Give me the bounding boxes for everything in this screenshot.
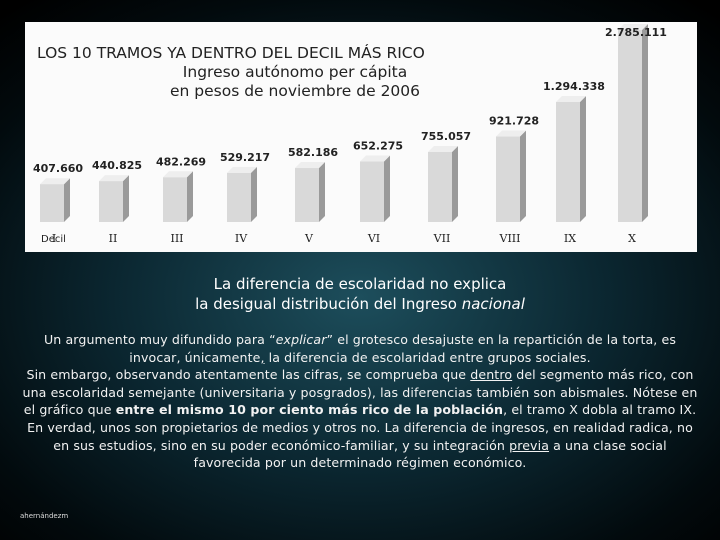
bar-top-VIII (496, 130, 526, 137)
p1-italic: explicar (275, 332, 327, 347)
p3-underlined-word: previa (509, 437, 550, 453)
p1-text-c: ” el grotesco desajuste en la repartició… (129, 332, 677, 365)
bar-top-IX (556, 96, 586, 102)
bar-side-IX (580, 96, 586, 222)
tick-label-VIII: VIII (499, 232, 521, 245)
bar-side-VIII (520, 130, 526, 222)
p2-text-a: Sin embargo, observando atentamente las … (26, 367, 471, 383)
chart-title: LOS 10 TRAMOS YA DENTRO DEL DECIL MÁS RI… (37, 44, 425, 62)
value-label-VII: 755.057 (421, 130, 471, 143)
value-label-IX: 1.294.338 (543, 80, 605, 93)
p3-text-a: En verdad, unos son propietarios de medi… (27, 419, 693, 453)
chart-subtitle-line-2: en pesos de noviembre de 2006 (169, 82, 421, 100)
p2-underlined-word: dentro (470, 367, 513, 383)
bar-VI (360, 161, 384, 222)
chart-panel: 407.660 I 440.825 II 482.269 III 529.217 IV 582.… (25, 22, 697, 252)
bar-side-IV (251, 166, 257, 222)
tick-label-III: III (170, 232, 183, 245)
value-label-III: 482.269 (156, 155, 206, 168)
tick-label-VI: VI (367, 232, 380, 245)
value-label-II: 440.825 (92, 159, 142, 172)
value-label-X: 2.785.111 (605, 26, 667, 39)
slide-heading: La diferencia de escolaridad no explica … (40, 274, 680, 314)
bar-IX (556, 102, 580, 222)
bar-top-V (295, 162, 325, 169)
value-label-VI: 652.275 (353, 140, 403, 153)
paragraph-1: Un argumento muy difundido para “explica… (20, 331, 700, 366)
paragraph-2: Sin embargo, observando atentamente las … (20, 366, 700, 419)
value-label-IV: 529.217 (220, 151, 270, 164)
bar-side-V (319, 162, 325, 222)
bar-VII (428, 151, 452, 222)
bar-side-III (187, 171, 193, 222)
heading-italic-word: nacional (461, 295, 525, 313)
value-label-I: 407.660 (33, 162, 83, 175)
bar-III (163, 177, 187, 222)
bar-top-III (163, 171, 193, 178)
bar-side-VI (384, 155, 390, 222)
p3-text-c: a una clase social favorecida por un det… (193, 437, 667, 471)
bar-chart: 407.660 I 440.825 II 482.269 III 529.217 IV 582.… (33, 24, 667, 245)
author-credit: ahernándezm (20, 512, 69, 520)
value-label-VIII: 921.728 (489, 115, 539, 128)
slide-heading-line-2: la desigual distribución del Ingreso nac… (40, 294, 680, 314)
p1-underlined-comma: , (260, 349, 265, 365)
p1-text-a: Un argumento muy difundido para “ (43, 332, 276, 347)
tick-label-IV: IV (235, 232, 248, 245)
x-axis-label: Decil (41, 234, 66, 245)
bar-side-II (123, 175, 129, 222)
chart-title-block: LOS 10 TRAMOS YA DENTRO DEL DECIL MÁS RI… (35, 44, 515, 101)
tick-label-IX: IX (564, 232, 576, 245)
heading-line-2-text: la desigual distribución del Ingreso (195, 295, 462, 313)
tick-label-X: X (628, 232, 636, 245)
bar-II (99, 181, 123, 222)
bar-side-I (64, 178, 70, 222)
p2-emphasis: entre el mismo 10 por ciento más rico de… (115, 402, 504, 418)
bar-top-IV (227, 166, 257, 173)
p2-text-e: , el tramo X dobla al tramo IX. (503, 402, 697, 418)
tick-label-I: I (52, 232, 56, 245)
bar-top-I (40, 178, 70, 185)
slide-body: Un argumento muy difundido para “explica… (20, 331, 700, 472)
tick-label-VII: VII (433, 232, 451, 245)
bar-X (618, 30, 642, 222)
paragraph-3: En verdad, unos son propietarios de medi… (20, 419, 700, 472)
bar-V (295, 168, 319, 222)
tick-label-II: II (109, 232, 118, 245)
p1-text-e: la diferencia de escolaridad entre grupo… (264, 349, 591, 365)
value-label-V: 582.186 (288, 146, 338, 159)
bar-top-VII (428, 145, 458, 152)
bar-top-II (99, 175, 129, 182)
bar-I (40, 184, 64, 222)
tick-label-V: V (304, 232, 314, 245)
bar-IV (227, 172, 251, 222)
bar-side-VII (452, 145, 458, 222)
p2-text-c: del segmento más rico, con una escolarid… (22, 367, 698, 418)
slide-heading-line-1: La diferencia de escolaridad no explica (213, 275, 507, 293)
bar-top-VI (360, 155, 390, 162)
chart-subtitle-line-1: Ingreso autónomo per cápita (182, 63, 408, 81)
bar-top-X (618, 24, 648, 30)
bar-side-X (642, 24, 648, 222)
bar-VIII (496, 136, 520, 222)
